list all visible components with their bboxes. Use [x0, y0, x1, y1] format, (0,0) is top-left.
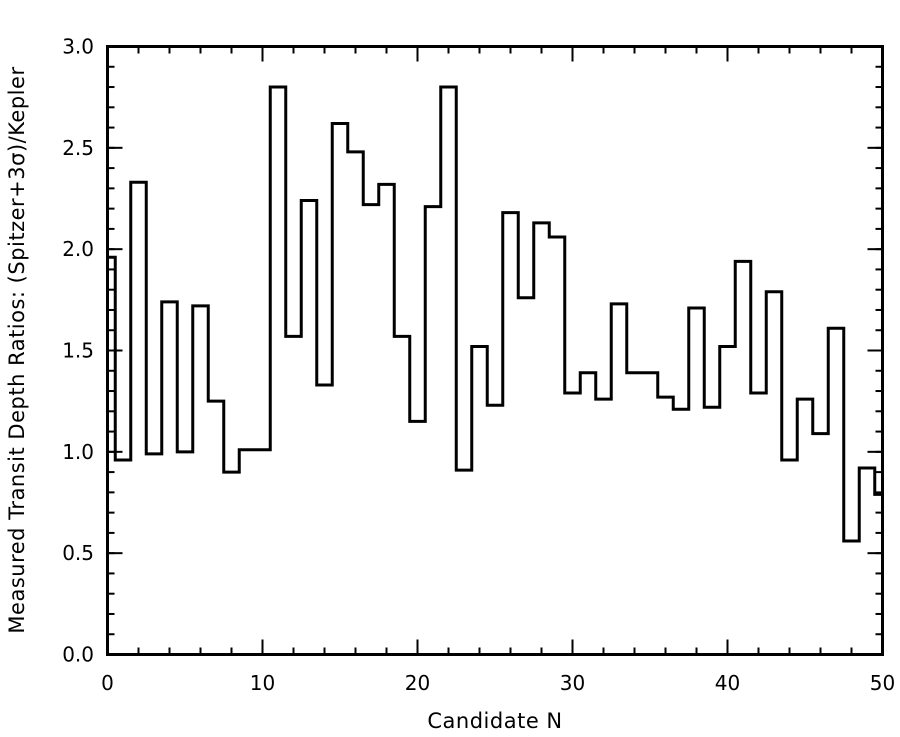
x-tick-label: 30	[560, 671, 585, 695]
y-tick-label: 2.5	[62, 136, 94, 160]
y-tick-label: 2.0	[62, 237, 94, 261]
x-tick-label: 40	[715, 671, 740, 695]
y-tick-label: 0.0	[62, 643, 94, 667]
x-tick-label: 50	[870, 671, 895, 695]
y-tick-label: 1.5	[62, 339, 94, 363]
x-tick-label: 20	[405, 671, 430, 695]
data-series-step-line	[107, 85, 883, 543]
y-axis-label: Measured Transit Depth Ratios: (Spitzer+…	[5, 66, 29, 633]
x-axis-label: Candidate N	[427, 709, 562, 733]
x-tick-label: 10	[250, 671, 275, 695]
y-tick-label: 3.0	[62, 35, 94, 59]
x-tick-label: 0	[101, 671, 114, 695]
axis-ticks	[106, 45, 884, 656]
y-tick-label: 1.0	[62, 440, 94, 464]
tick-labels: 0 10 20 30 40 50 0.0 0.5 1.0 1.5 2.0 2.5 3.0	[62, 35, 895, 696]
y-tick-label: 0.5	[62, 541, 94, 565]
